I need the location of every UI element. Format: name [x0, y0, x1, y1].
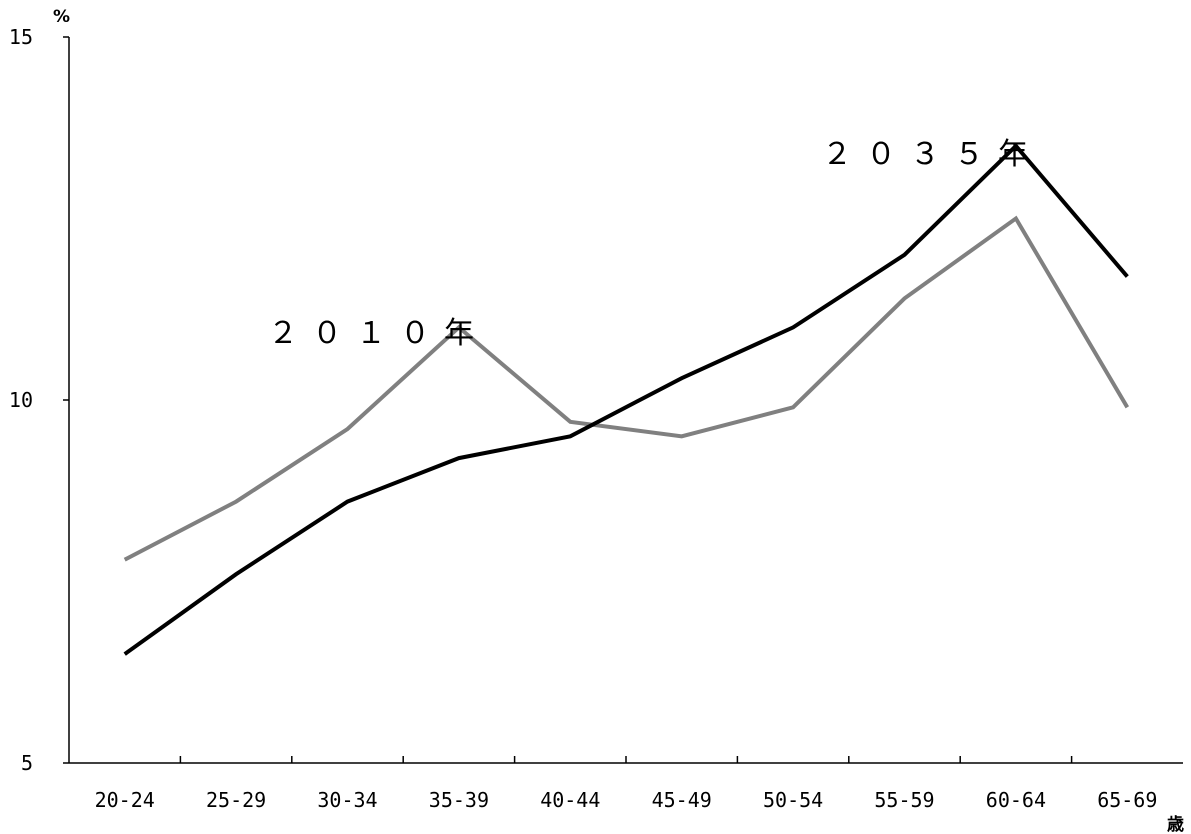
y-tick-label: 5 [21, 751, 33, 775]
x-tick-label: 45-49 [652, 788, 712, 812]
y-axis: 5 10 15 [9, 25, 69, 775]
x-tick-label: 60-64 [986, 788, 1046, 812]
x-tick-label: 55-59 [874, 788, 934, 812]
x-tick-label: 25-29 [206, 788, 266, 812]
x-axis-unit-label: 歳 [1167, 814, 1184, 834]
series-label-0: ２０１０年 [268, 316, 488, 351]
series-line-0 [123, 215, 1130, 562]
x-tick-label: 40-44 [540, 788, 600, 812]
x-tick-label: 20-24 [95, 788, 155, 812]
y-axis-unit-label: % [53, 7, 70, 27]
y-tick-label: 15 [9, 25, 33, 49]
x-tick-label: 35-39 [429, 788, 489, 812]
series-labels: ２０１０年 ２０３５年 [268, 137, 1042, 351]
y-tick-label: 10 [9, 388, 33, 412]
x-tick-label: 30-34 [317, 788, 377, 812]
x-axis: 20-24 25-29 30-34 35-39 40-44 45-49 50-54 55-59… [95, 756, 1157, 812]
series-label-1: ２０３５年 [822, 137, 1042, 172]
x-tick-label: 65-69 [1097, 788, 1157, 812]
x-tick-label: 50-54 [763, 788, 823, 812]
series-line-1 [123, 142, 1129, 656]
series-lines [123, 142, 1130, 656]
